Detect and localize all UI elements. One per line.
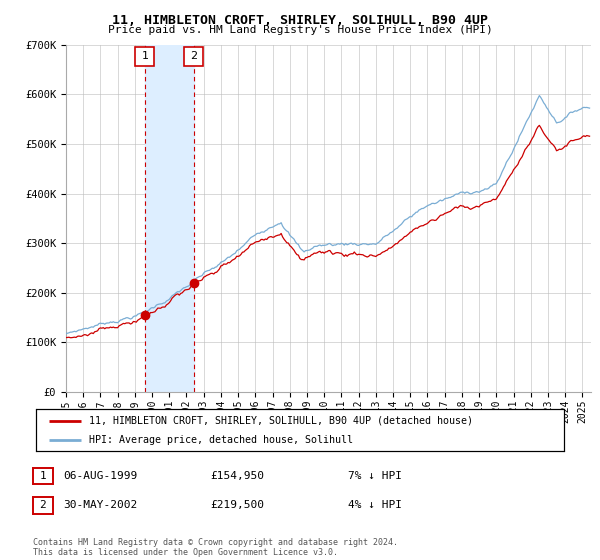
- Bar: [145, 45, 194, 392]
- Text: 11, HIMBLETON CROFT, SHIRLEY, SOLIHULL, B90 4UP: 11, HIMBLETON CROFT, SHIRLEY, SOLIHULL, …: [112, 14, 488, 27]
- Bar: [136, 47, 154, 66]
- Text: 7% ↓ HPI: 7% ↓ HPI: [348, 471, 402, 481]
- Text: 06-AUG-1999: 06-AUG-1999: [63, 471, 137, 481]
- Text: HPI: Average price, detached house, Solihull: HPI: Average price, detached house, Soli…: [89, 435, 353, 445]
- Text: 11, HIMBLETON CROFT, SHIRLEY, SOLIHULL, B90 4UP (detached house): 11, HIMBLETON CROFT, SHIRLEY, SOLIHULL, …: [89, 416, 473, 426]
- Text: 2: 2: [40, 500, 46, 510]
- Text: 30-MAY-2002: 30-MAY-2002: [63, 500, 137, 510]
- Bar: [184, 47, 203, 66]
- Text: 1: 1: [40, 471, 46, 481]
- Text: £154,950: £154,950: [210, 471, 264, 481]
- Text: £219,500: £219,500: [210, 500, 264, 510]
- Text: 2: 2: [190, 51, 197, 61]
- Text: 1: 1: [142, 51, 148, 61]
- Text: Price paid vs. HM Land Registry's House Price Index (HPI): Price paid vs. HM Land Registry's House …: [107, 25, 493, 35]
- Text: Contains HM Land Registry data © Crown copyright and database right 2024.
This d: Contains HM Land Registry data © Crown c…: [33, 538, 398, 557]
- Text: 4% ↓ HPI: 4% ↓ HPI: [348, 500, 402, 510]
